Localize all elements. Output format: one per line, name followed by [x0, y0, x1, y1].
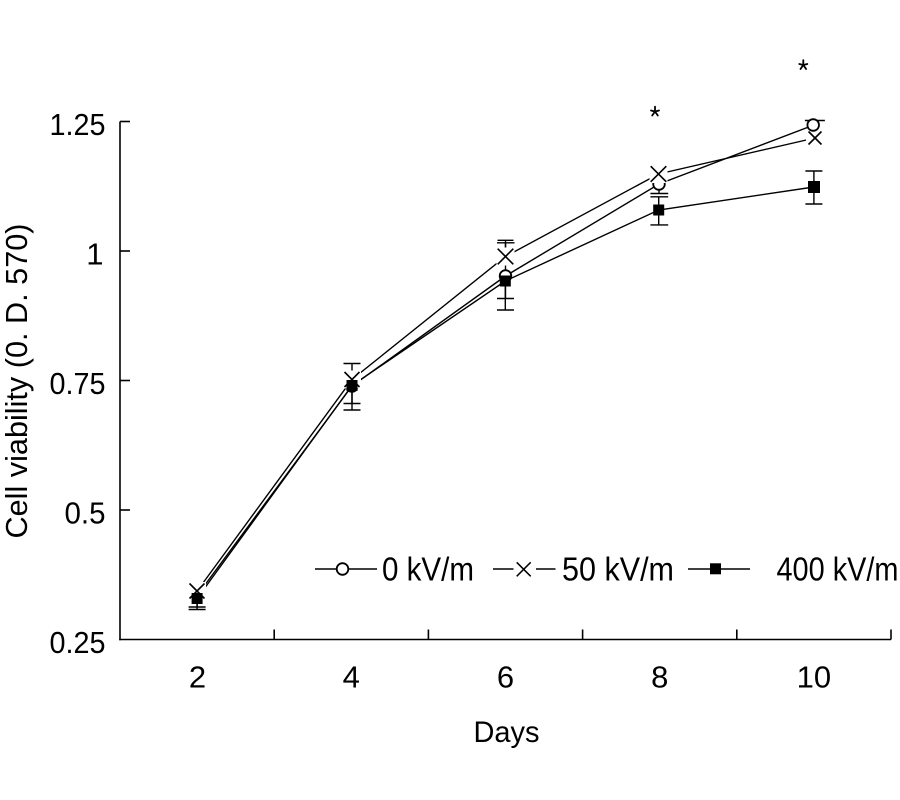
- svg-text:400 kV/m: 400 kV/m: [777, 551, 899, 588]
- svg-text:0.25: 0.25: [50, 625, 106, 660]
- svg-text:1.25: 1.25: [50, 107, 106, 142]
- svg-text:0.75: 0.75: [50, 366, 106, 401]
- svg-text:0 kV/m: 0 kV/m: [382, 551, 474, 588]
- svg-text:Cell viability (0. D. 570): Cell viability (0. D. 570): [0, 224, 34, 539]
- svg-text:0.5: 0.5: [65, 496, 106, 531]
- svg-text:1: 1: [86, 237, 103, 272]
- svg-text:8: 8: [651, 660, 668, 695]
- svg-text:50 kV/m: 50 kV/m: [562, 551, 674, 588]
- svg-text:10: 10: [797, 660, 831, 695]
- svg-text:2: 2: [189, 660, 206, 695]
- svg-text:Days: Days: [474, 716, 540, 749]
- svg-text:6: 6: [497, 660, 514, 695]
- svg-text:4: 4: [343, 660, 360, 695]
